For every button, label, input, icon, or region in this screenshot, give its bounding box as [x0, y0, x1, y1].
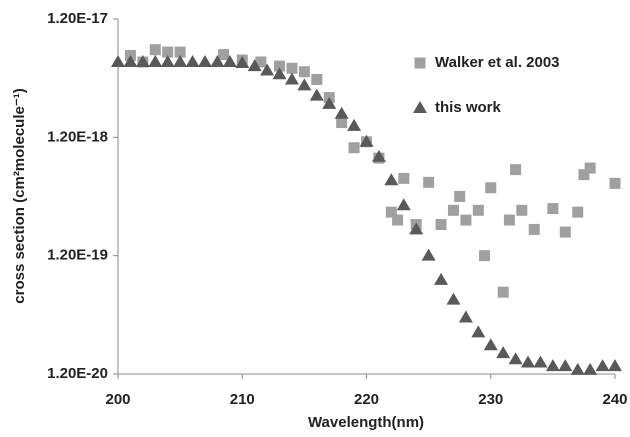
- point: [503, 214, 515, 226]
- point: [260, 63, 275, 76]
- point: [434, 272, 449, 285]
- point: [173, 54, 188, 67]
- y-axis-title: cross section (cm²molecule⁻¹): [11, 88, 28, 303]
- point: [558, 359, 573, 372]
- y-tick-label: 1.20E-17: [47, 10, 108, 27]
- point: [385, 206, 397, 218]
- point: [286, 62, 298, 74]
- point: [584, 162, 596, 174]
- point: [334, 106, 349, 119]
- point: [559, 226, 571, 238]
- x-axis-title: Wavelength(nm): [308, 414, 424, 431]
- point: [435, 219, 447, 231]
- point: [197, 54, 212, 67]
- point: [496, 346, 511, 359]
- point: [185, 54, 200, 67]
- point: [583, 362, 598, 375]
- legend-marker: [413, 101, 427, 113]
- point: [595, 359, 610, 372]
- point: [608, 359, 622, 372]
- point: [609, 177, 621, 189]
- point: [510, 164, 522, 176]
- point: [533, 355, 548, 368]
- point: [371, 149, 386, 162]
- point: [274, 60, 286, 72]
- point: [398, 172, 410, 184]
- point: [384, 173, 399, 186]
- point: [460, 214, 472, 226]
- point: [336, 117, 348, 129]
- point: [392, 214, 404, 226]
- point: [454, 190, 466, 202]
- point: [160, 54, 175, 67]
- y-tick-label: 1.20E-20: [47, 365, 108, 382]
- point: [149, 44, 161, 56]
- point: [311, 73, 323, 85]
- x-tick-label: 200: [105, 391, 130, 408]
- point: [297, 78, 312, 91]
- point: [347, 118, 362, 131]
- point: [483, 338, 498, 351]
- point: [472, 204, 484, 216]
- point: [545, 359, 560, 372]
- point: [497, 286, 509, 298]
- point: [409, 222, 424, 235]
- point: [359, 134, 374, 147]
- point: [479, 250, 491, 262]
- point: [578, 169, 590, 181]
- point: [235, 55, 250, 68]
- point: [528, 223, 540, 235]
- point: [309, 88, 324, 101]
- y-tick-label: 1.20E-18: [47, 128, 108, 145]
- point: [210, 54, 225, 67]
- point: [447, 204, 459, 216]
- point: [572, 206, 584, 218]
- point: [485, 182, 497, 194]
- point: [348, 142, 360, 154]
- point: [547, 203, 559, 215]
- point: [218, 49, 230, 61]
- point: [322, 96, 337, 109]
- point: [123, 54, 138, 67]
- point: [298, 66, 310, 78]
- point: [458, 310, 473, 323]
- point: [174, 46, 186, 58]
- point: [284, 72, 299, 85]
- point: [570, 362, 585, 375]
- point: [423, 176, 435, 188]
- point: [516, 204, 528, 216]
- point: [135, 54, 150, 67]
- point: [247, 59, 262, 72]
- point: [421, 248, 436, 261]
- legend-marker: [414, 57, 426, 69]
- point: [508, 352, 523, 365]
- point: [111, 54, 125, 67]
- point: [396, 198, 411, 211]
- legend-label: this work: [435, 99, 502, 116]
- point: [222, 54, 237, 67]
- point: [471, 325, 486, 338]
- x-tick-label: 210: [230, 391, 255, 408]
- point: [255, 56, 267, 68]
- point: [446, 292, 461, 305]
- point: [162, 46, 174, 58]
- y-tick-label: 1.20E-19: [47, 247, 108, 264]
- point: [521, 355, 536, 368]
- point: [148, 54, 163, 67]
- point: [272, 67, 287, 80]
- x-tick-label: 220: [354, 391, 379, 408]
- legend-label: Walker et al. 2003: [435, 54, 560, 71]
- x-tick-label: 230: [478, 391, 503, 408]
- x-tick-label: 240: [602, 391, 627, 408]
